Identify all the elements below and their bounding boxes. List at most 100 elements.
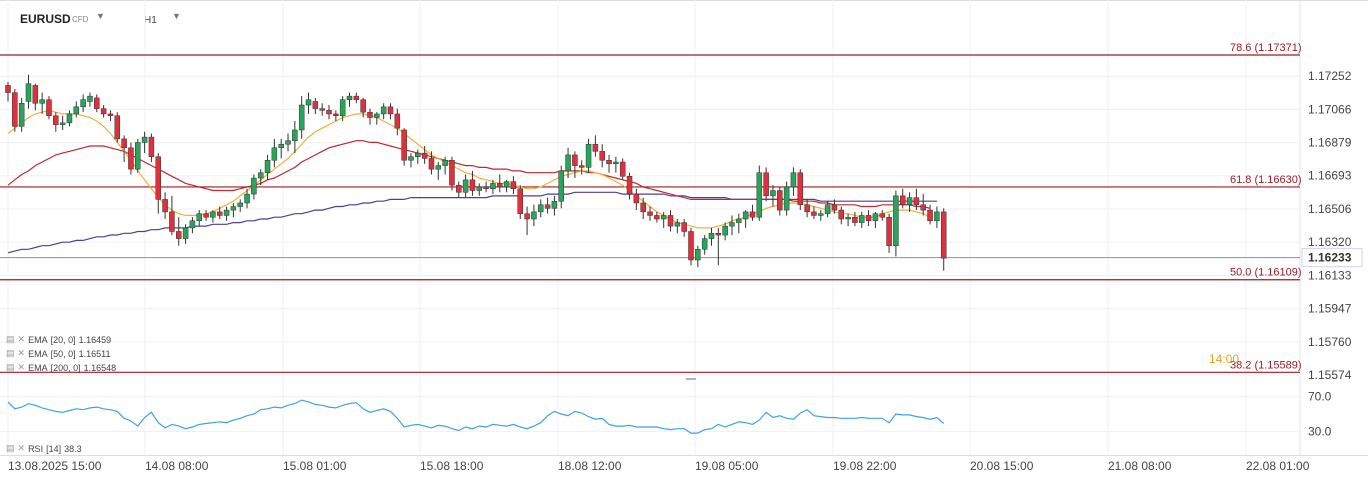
- settings-icon[interactable]: ▤: [6, 334, 15, 344]
- candle-body: [578, 165, 585, 168]
- candle-body: [257, 172, 264, 179]
- y-tick-label: 1.17252: [1308, 69, 1352, 83]
- current-price-tag: [1301, 248, 1363, 268]
- candle-body: [490, 183, 496, 189]
- candle-body: [838, 209, 845, 220]
- x-tick-label: 21.08 08:00: [1108, 459, 1172, 473]
- candle-body: [599, 151, 605, 161]
- candle-body: [893, 195, 899, 246]
- candle-body: [859, 215, 865, 223]
- settings-icon[interactable]: ▤: [6, 362, 15, 372]
- symbol-name[interactable]: EURUSD: [20, 12, 71, 26]
- candle-body: [428, 158, 435, 170]
- ema20-params: [20, 0]: [50, 334, 76, 345]
- close-icon[interactable]: ✕: [17, 362, 26, 372]
- x-tick-label: 18.08 12:00: [558, 459, 622, 473]
- rsi-label: RSI: [28, 443, 44, 454]
- candle-body: [510, 181, 517, 189]
- candle-body: [633, 193, 640, 204]
- candle-body: [920, 204, 926, 211]
- y-tick-label: 1.16320: [1308, 235, 1352, 249]
- candle-body: [729, 222, 735, 227]
- x-tick-label: 20.08 15:00: [970, 459, 1034, 473]
- candle-body: [749, 211, 756, 218]
- y-tick-label: 1.16133: [1308, 268, 1352, 282]
- candle-body: [326, 110, 332, 115]
- candle-body: [770, 190, 776, 197]
- candle-body: [503, 181, 510, 188]
- close-icon[interactable]: ✕: [17, 334, 26, 344]
- candle-body: [818, 213, 824, 216]
- ema200-legend[interactable]: ▤ ✕ EMA [200, 0] 1.16548: [6, 362, 116, 373]
- ema200-value: 1.16548: [83, 362, 117, 373]
- candle-countdown: 14:00: [1209, 352, 1240, 366]
- candle-body: [777, 190, 783, 211]
- close-icon[interactable]: ✕: [17, 443, 26, 453]
- candle-body: [667, 215, 674, 227]
- candle-body: [135, 142, 141, 170]
- candle-body: [169, 211, 175, 232]
- candle-body: [80, 99, 86, 108]
- close-icon[interactable]: ✕: [17, 348, 26, 358]
- candle-body: [654, 215, 660, 220]
- y-tick-label: 1.15574: [1308, 368, 1352, 382]
- candle-body: [333, 113, 339, 116]
- candle-body: [435, 165, 442, 170]
- candle-body: [517, 188, 523, 214]
- candle-body: [203, 213, 209, 218]
- fib-level-label: 38.2 (1.15589): [1230, 359, 1302, 371]
- candle-body: [742, 211, 749, 220]
- candle-body: [592, 143, 599, 152]
- candle-body: [319, 108, 325, 111]
- candle-body: [305, 99, 312, 106]
- candle-body: [606, 159, 612, 165]
- chevron-down-icon[interactable]: ▼: [172, 11, 181, 21]
- candle-body: [374, 113, 380, 118]
- candle-body: [12, 92, 18, 127]
- candle-body: [196, 213, 202, 222]
- y-tick-label: 1.16506: [1308, 202, 1352, 216]
- candle-body: [695, 249, 701, 261]
- candle-body: [394, 113, 401, 129]
- candle-body: [927, 209, 933, 222]
- rsi-legend[interactable]: ▤ ✕ RSI [14] 38.3: [6, 443, 82, 454]
- candle-body: [797, 172, 804, 206]
- ema20-label: EMA: [28, 334, 48, 345]
- settings-icon[interactable]: ▤: [6, 443, 15, 453]
- candle-body: [59, 122, 66, 125]
- candle-body: [456, 184, 462, 193]
- candle-body: [572, 154, 578, 166]
- settings-icon[interactable]: ▤: [6, 348, 15, 358]
- candle-body: [312, 101, 319, 109]
- candle-body: [251, 177, 257, 195]
- ema50-legend[interactable]: ▤ ✕ EMA [50, 0] 1.16511: [6, 348, 110, 359]
- candle-body: [585, 143, 592, 168]
- candle-body: [53, 115, 59, 125]
- candle-body: [271, 147, 278, 161]
- candle-body: [558, 170, 564, 202]
- rsi-params: [14]: [46, 443, 62, 454]
- candle-body: [285, 140, 291, 145]
- candle-body: [708, 233, 715, 239]
- candle-body: [831, 204, 838, 211]
- timeframe-selector[interactable]: H1: [144, 15, 157, 26]
- ema20-legend[interactable]: ▤ ✕ EMA [20, 0] 1.16459: [6, 334, 111, 345]
- x-tick-label: 19.08 22:00: [833, 459, 897, 473]
- candle-body: [141, 136, 148, 143]
- candle-body: [107, 113, 114, 116]
- chevron-down-icon[interactable]: ▼: [96, 11, 105, 21]
- y-tick-label: 1.16879: [1308, 136, 1352, 150]
- rsi-value: 38.3: [64, 443, 82, 454]
- fib-level-label: 50.0 (1.16109): [1230, 267, 1302, 279]
- candle-body: [688, 231, 694, 261]
- candle-body: [449, 159, 455, 186]
- candle-body: [736, 218, 742, 223]
- y-tick-label: 1.16693: [1308, 169, 1352, 183]
- candle-body: [619, 161, 626, 177]
- y-tick-label: 1.15947: [1308, 302, 1352, 316]
- candle-body: [626, 176, 633, 195]
- rsi-tick-label: 30.0: [1308, 424, 1332, 438]
- candle-body: [87, 95, 93, 102]
- candle-body: [360, 99, 366, 113]
